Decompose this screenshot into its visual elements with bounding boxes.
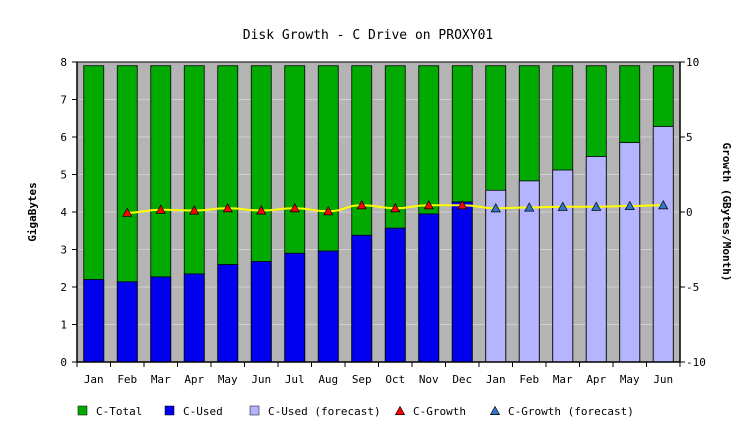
bar-c-used [451,201,473,363]
bar-c-used [384,227,406,363]
y-tick-label-right: -10 [686,356,706,369]
bar-c-used [116,281,138,363]
point-c-growth [256,205,267,215]
legend-label: C-Growth (forecast) [508,405,634,418]
plot-area: 0 1 2 3 4 5 6 7 8 -10 -5 0 5 10 Jan Feb Mar Apr May Jun Jul A… [60,56,706,386]
y-tick-label-left: 5 [60,169,67,182]
y-axis-label-left: GigaBytes [26,182,39,242]
point-c-growth [457,200,468,210]
bar-c-used [217,264,239,363]
x-tick-label: Mar [553,373,573,386]
legend-label: C-Used [183,405,223,418]
y-tick-label-right: -5 [686,281,699,294]
x-tick-label: Nov [419,373,439,386]
y-tick-label-right: 5 [686,131,693,144]
x-tick-label: Jun [251,373,271,386]
legend-label: C-Total [96,405,142,418]
bar-c-used [150,276,172,363]
point-c-growth-forecast [591,201,602,211]
x-tick-label: Dec [452,373,472,386]
y-tick-label-left: 7 [60,94,67,107]
legend-marker [489,405,501,415]
x-tick-label: Jan [486,373,506,386]
bar-c-used [183,273,205,363]
bar-c-used-forecast [585,156,607,363]
point-c-growth [122,207,133,217]
legend-label: C-Used (forecast) [268,405,381,418]
y-axis-label-right: Growth (GBytes/Month) [720,142,733,281]
point-c-growth [423,200,434,210]
point-c-growth [390,203,401,213]
bar-c-used [317,250,339,363]
bar-c-used [284,252,306,363]
y-tick-label-left: 8 [60,56,67,69]
legend-marker [394,405,406,415]
x-tick-label: May [218,373,238,386]
point-c-growth [155,204,166,214]
legend-swatch [77,405,88,416]
x-tick-label: Apr [184,373,204,386]
legend-swatch [249,405,260,416]
y-tick-label-left: 1 [60,319,67,332]
bar-c-used-forecast [552,169,574,363]
y-tick-label-left: 0 [60,356,67,369]
point-c-growth-forecast [557,201,568,211]
x-tick-label: Feb [519,373,539,386]
point-c-growth [189,205,200,215]
bar-c-used [250,261,272,363]
x-tick-label: Jan [84,373,104,386]
point-c-growth [356,200,367,210]
x-tick-label: Jun [653,373,673,386]
y-tick-label-right: 0 [686,206,693,219]
x-tick-label: Apr [586,373,606,386]
bar-c-used [351,234,373,363]
bar-c-used-forecast [652,126,674,363]
chart-title: Disk Growth - C Drive on PROXY01 [243,28,493,43]
y-tick-label-left: 2 [60,281,67,294]
x-tick-label: Jul [285,373,305,386]
bar-c-used [418,213,440,363]
x-tick-label: Aug [318,373,338,386]
x-tick-label: Feb [117,373,137,386]
y-tick-label-left: 4 [60,206,67,219]
y-tick-label-left: 3 [60,244,67,257]
y-tick-label-right: 10 [686,56,699,69]
x-tick-label: Oct [385,373,405,386]
bar-c-used-forecast [619,142,641,363]
x-tick-label: Sep [352,373,372,386]
point-c-growth-forecast [524,202,535,212]
point-c-growth-forecast [490,203,501,213]
bar-c-used-forecast [485,189,507,363]
legend-swatch [164,405,175,416]
point-c-growth-forecast [624,200,635,210]
legend: C-Total C-Used C-Used (forecast) C-Growth C-… [77,405,634,418]
point-c-growth-forecast [658,200,669,210]
point-c-growth [289,203,300,213]
y-tick-label-left: 6 [60,131,67,144]
legend-label: C-Growth [413,405,466,418]
point-c-growth [323,206,334,216]
x-tick-label: May [620,373,640,386]
point-c-growth [222,203,233,213]
bar-c-used [83,279,105,363]
x-tick-label: Mar [151,373,171,386]
